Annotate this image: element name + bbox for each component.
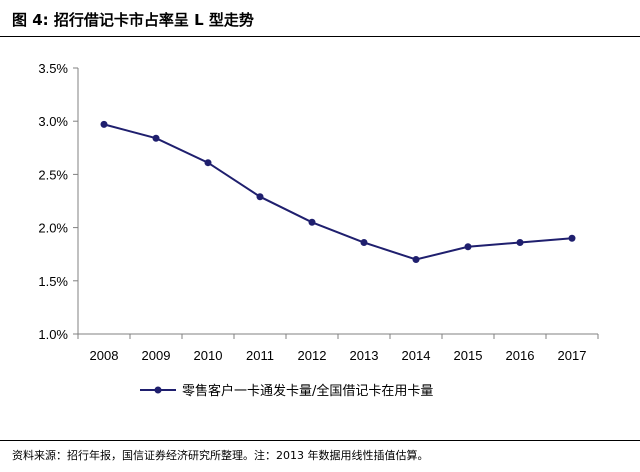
x-tick-label: 2013 [350, 348, 379, 363]
data-point [412, 256, 420, 264]
y-tick-label: 3.5% [38, 61, 68, 76]
figure-title: 图 4: 招行借记卡市占率呈 L 型走势 [12, 11, 254, 29]
x-tick-label: 2010 [194, 348, 223, 363]
line-chart: 1.0% 1.5% 2.0% 2.5% 3.0% 3.5% 2008 2009 2010 201… [38, 61, 599, 399]
data-point [360, 238, 368, 246]
y-tick-label: 3.0% [38, 114, 68, 129]
source-rule [0, 440, 640, 441]
series-group [100, 120, 576, 264]
series-line [103, 123, 573, 261]
legend-label: 零售客户一卡通发卡量/全国借记卡在用卡量 [182, 383, 433, 399]
data-point [516, 238, 524, 246]
x-tick-label: 2009 [142, 348, 171, 363]
x-tick-label: 2012 [298, 348, 327, 363]
legend-marker [154, 386, 162, 394]
title-rule [0, 36, 640, 37]
data-point [464, 243, 472, 251]
data-point [152, 134, 160, 142]
y-axis: 1.0% 1.5% 2.0% 2.5% 3.0% 3.5% [38, 61, 79, 342]
y-tick-label: 1.5% [38, 274, 68, 289]
y-tick-label: 2.0% [38, 221, 68, 236]
x-tick-label: 2008 [90, 348, 119, 363]
y-tick-label: 2.5% [38, 167, 68, 182]
data-point [308, 218, 316, 226]
data-point [204, 159, 212, 167]
x-axis: 2008 2009 2010 2011 2012 2013 2014 2015 2016 2017 [77, 333, 599, 363]
source-note: 资料来源：招行年报，国信证券经济研究所整理。注：2013 年数据用线性插值估算。 [12, 449, 429, 462]
legend: 零售客户一卡通发卡量/全国借记卡在用卡量 [140, 383, 433, 399]
x-tick-label: 2011 [246, 348, 274, 363]
data-point [568, 234, 576, 242]
data-point [256, 193, 264, 201]
x-tick-label: 2017 [558, 348, 587, 363]
data-point [100, 120, 108, 128]
y-tick-label: 1.0% [38, 327, 68, 342]
x-tick-label: 2015 [454, 348, 483, 363]
x-tick-label: 2016 [506, 348, 535, 363]
x-tick-label: 2014 [402, 348, 431, 363]
